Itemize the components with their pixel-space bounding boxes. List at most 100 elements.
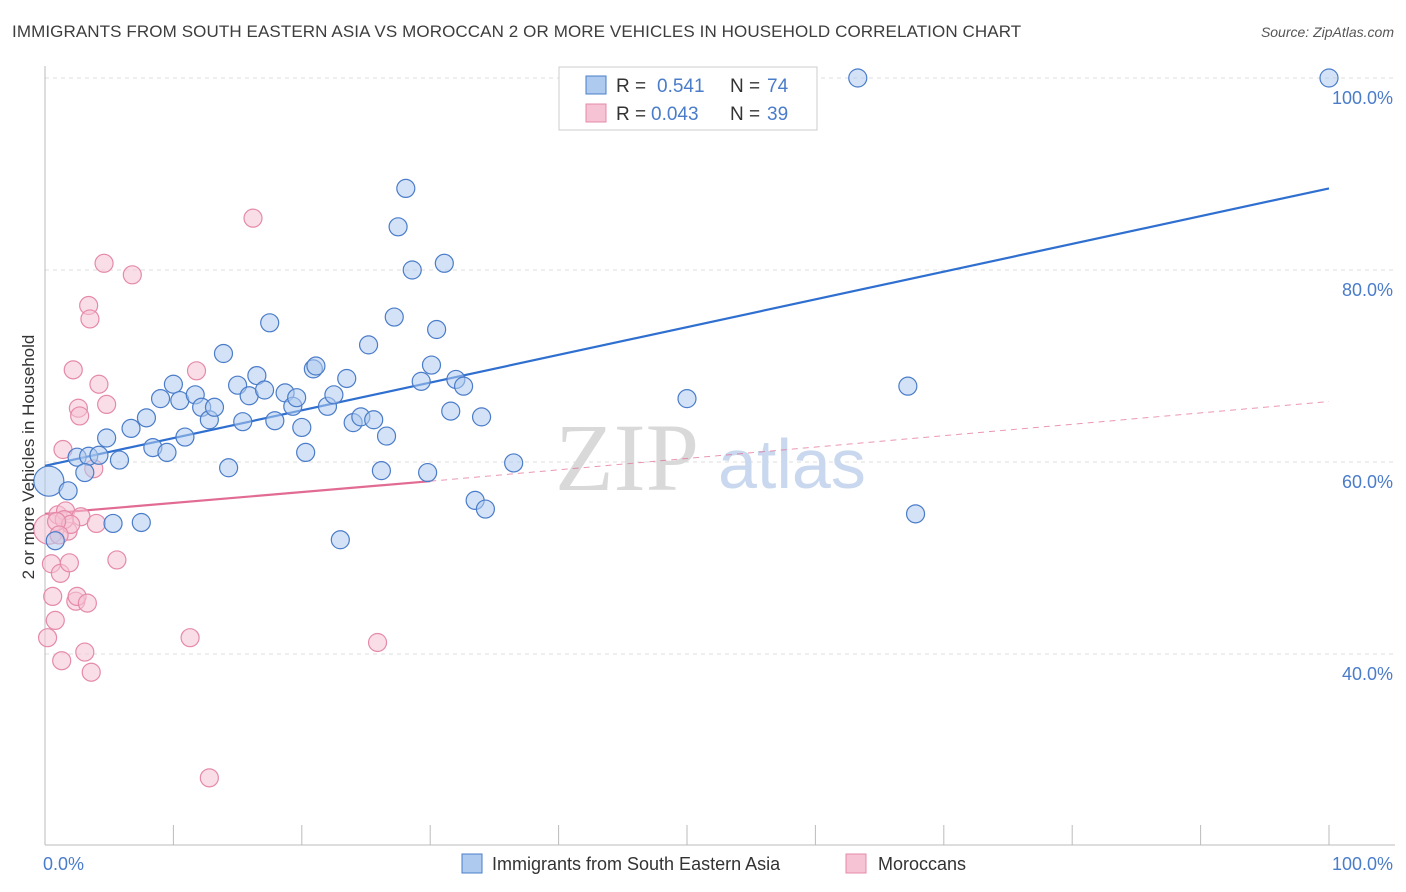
- data-point-immigrants-se-asia: [453, 376, 474, 396]
- data-point-moroccans: [97, 394, 117, 414]
- chart-title: IMMIGRANTS FROM SOUTH EASTERN ASIA VS MO…: [12, 22, 1022, 41]
- data-point-immigrants-se-asia: [213, 343, 234, 364]
- data-point-immigrants-se-asia: [45, 531, 65, 551]
- watermark: ZIP atlas: [555, 404, 866, 511]
- y-tick-label: 80.0%: [1342, 280, 1393, 300]
- data-point-immigrants-se-asia: [427, 319, 447, 340]
- legend-n-label-1: N =: [730, 76, 760, 97]
- data-point-immigrants-se-asia: [175, 427, 195, 447]
- watermark-atlas: atlas: [718, 425, 866, 503]
- data-point-immigrants-se-asia: [103, 513, 123, 534]
- data-point-moroccans: [52, 651, 72, 671]
- data-point-immigrants-se-asia: [233, 412, 253, 432]
- data-point-immigrants-se-asia: [905, 504, 926, 524]
- data-point-immigrants-se-asia: [163, 374, 183, 394]
- data-point-moroccans: [43, 586, 63, 607]
- data-point-immigrants-se-asia: [287, 388, 307, 408]
- legend-swatch-pink: [585, 103, 607, 123]
- data-point-immigrants-se-asia: [121, 418, 141, 438]
- legend-r-label-1: R =: [616, 76, 646, 97]
- y-tick-label: 60.0%: [1342, 472, 1393, 492]
- data-point-moroccans: [75, 642, 95, 662]
- data-point-immigrants-se-asia: [384, 307, 404, 327]
- legend-r-value-2: 0.043: [651, 104, 699, 125]
- data-point-immigrants-se-asia: [418, 462, 438, 483]
- data-point-moroccans: [367, 632, 388, 653]
- y-tick-label: 40.0%: [1342, 664, 1393, 684]
- points-layer: [33, 68, 1339, 788]
- trend-line-immigrants-se-asia: [44, 187, 1330, 467]
- ticklabel-layer: 40.0% 60.0% 80.0% 100.0% 0.0% 100.0%: [43, 88, 1393, 874]
- data-point-immigrants-se-asia: [337, 368, 357, 389]
- data-point-moroccans: [186, 361, 207, 381]
- x-tick-label-min: 0.0%: [43, 854, 84, 874]
- trend-layer: [44, 187, 1330, 515]
- data-point-moroccans: [122, 265, 142, 285]
- data-point-immigrants-se-asia: [296, 442, 316, 462]
- data-point-moroccans: [89, 374, 109, 394]
- legend-n-value-2: 39: [767, 104, 788, 125]
- data-point-immigrants-se-asia: [848, 68, 868, 88]
- data-point-immigrants-se-asia: [306, 356, 326, 376]
- data-point-immigrants-se-asia: [157, 442, 177, 462]
- data-point-immigrants-se-asia: [411, 371, 431, 391]
- data-point-immigrants-se-asia: [358, 335, 379, 355]
- data-point-immigrants-se-asia: [475, 499, 496, 519]
- data-point-immigrants-se-asia: [292, 417, 312, 438]
- data-point-moroccans: [81, 662, 101, 682]
- data-point-moroccans: [199, 768, 219, 788]
- data-point-immigrants-se-asia: [376, 426, 397, 446]
- legend-box: R = 0.541 N = 74 R = 0.043 N = 39: [558, 66, 818, 131]
- data-point-immigrants-se-asia: [371, 461, 392, 481]
- watermark-zip: ZIP: [555, 404, 699, 511]
- data-point-immigrants-se-asia: [136, 408, 157, 428]
- bottom-legend: Immigrants from South Eastern Asia Moroc…: [461, 853, 966, 874]
- data-point-immigrants-se-asia: [677, 389, 697, 409]
- data-point-immigrants-se-asia: [388, 217, 408, 237]
- bottom-legend-swatch-pink: [845, 853, 867, 874]
- data-point-moroccans: [77, 593, 97, 613]
- data-point-moroccans: [63, 360, 83, 380]
- data-point-immigrants-se-asia: [254, 380, 275, 400]
- grid-layer: [45, 77, 1395, 655]
- data-point-moroccans: [80, 309, 100, 329]
- axes-layer: [44, 66, 1395, 846]
- data-point-immigrants-se-asia: [396, 178, 416, 198]
- legend-n-label-2: N =: [730, 104, 760, 125]
- bottom-legend-label-2: Moroccans: [878, 854, 966, 874]
- data-point-moroccans: [70, 406, 90, 426]
- data-point-immigrants-se-asia: [97, 428, 117, 448]
- data-point-moroccans: [59, 553, 79, 573]
- data-point-immigrants-se-asia: [260, 313, 280, 333]
- data-point-immigrants-se-asia: [33, 465, 65, 497]
- bottom-legend-label-1: Immigrants from South Eastern Asia: [492, 854, 781, 874]
- data-point-moroccans: [243, 208, 263, 228]
- data-point-immigrants-se-asia: [441, 401, 461, 421]
- legend-r-value-1: 0.541: [657, 76, 705, 97]
- data-point-moroccans: [37, 628, 58, 648]
- x-tick-label-max: 100.0%: [1332, 854, 1393, 874]
- data-point-moroccans: [86, 513, 106, 534]
- data-point-moroccans: [94, 253, 114, 273]
- data-point-moroccans: [45, 610, 65, 631]
- data-point-immigrants-se-asia: [131, 512, 151, 533]
- data-point-immigrants-se-asia: [75, 462, 95, 483]
- data-point-immigrants-se-asia: [89, 445, 109, 465]
- legend-swatch-blue: [585, 75, 607, 95]
- legend-r-label-2: R =: [616, 104, 646, 125]
- trend-line-moroccans-extension: [430, 401, 1330, 482]
- data-point-immigrants-se-asia: [364, 410, 384, 430]
- legend-n-value-1: 74: [767, 76, 789, 97]
- data-point-immigrants-se-asia: [58, 481, 78, 501]
- data-point-immigrants-se-asia: [204, 397, 225, 417]
- data-point-moroccans: [180, 628, 200, 648]
- data-point-immigrants-se-asia: [421, 355, 442, 375]
- data-point-immigrants-se-asia: [898, 376, 918, 396]
- source-label: Source: ZipAtlas.com: [1260, 24, 1394, 40]
- data-point-immigrants-se-asia: [402, 260, 422, 280]
- data-point-immigrants-se-asia: [265, 411, 285, 431]
- data-point-immigrants-se-asia: [434, 253, 454, 273]
- data-point-immigrants-se-asia: [504, 453, 524, 473]
- data-point-immigrants-se-asia: [219, 458, 239, 478]
